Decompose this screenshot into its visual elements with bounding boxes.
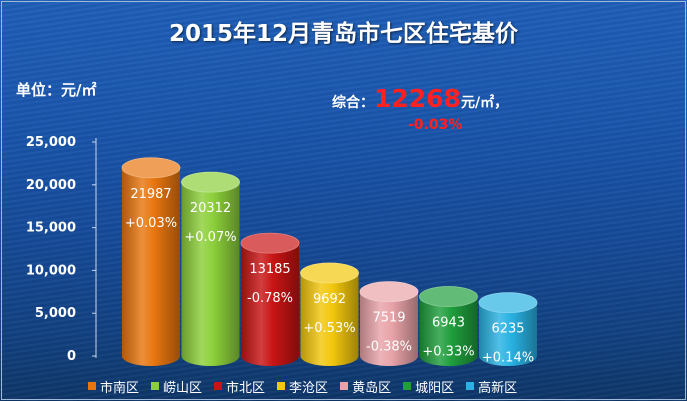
- bar-change-label: -0.78%: [247, 291, 293, 306]
- legend-item: 市北区: [214, 377, 265, 396]
- composite-value: 12268: [374, 84, 461, 113]
- bar: [419, 296, 478, 367]
- legend-swatch: [214, 382, 223, 390]
- bar: [241, 243, 299, 366]
- composite-change: -0.03%: [408, 117, 463, 133]
- legend-swatch: [277, 382, 286, 390]
- chart-legend: 市南区 崂山区 市北区 李沧区 黄岛区 城阳区 高新区: [88, 376, 648, 396]
- legend-label: 黄岛区: [352, 380, 392, 396]
- chart-title: 2015年12月青岛市七区住宅基价: [168, 21, 519, 47]
- legend-item: 高新区: [466, 377, 517, 396]
- legend-label: 市南区: [100, 380, 140, 396]
- bar-top: [240, 232, 300, 254]
- bar: [300, 273, 359, 367]
- bar-top: [419, 286, 478, 307]
- y-tick-label: 15,000: [26, 221, 76, 236]
- bar-value-label: 6943: [432, 316, 465, 331]
- y-tick-label: 5,000: [35, 306, 76, 321]
- legend-label: 李沧区: [289, 380, 329, 396]
- legend-label: 市北区: [226, 380, 266, 396]
- bar-value-label: 13185: [249, 262, 290, 277]
- bar-top: [181, 171, 240, 193]
- y-tick-label: 20,000: [26, 178, 76, 193]
- legend-item: 李沧区: [277, 377, 328, 396]
- composite-unit: 元/㎡，: [460, 95, 509, 111]
- bar-top: [300, 262, 359, 284]
- legend-item: 市南区: [88, 377, 139, 396]
- legend-label: 崂山区: [163, 380, 203, 396]
- bar: [181, 182, 240, 366]
- legend-label: 高新区: [478, 380, 518, 396]
- unit-label: 单位：元/㎡: [16, 81, 97, 99]
- legend-swatch: [403, 382, 412, 390]
- composite-price: 综合：12268元/㎡，: [332, 84, 572, 113]
- bar-change-label: +0.03%: [125, 216, 177, 231]
- bar-value-label: 6235: [491, 322, 524, 337]
- legend-swatch: [340, 382, 349, 390]
- bar-value-label: 9692: [313, 292, 346, 307]
- y-tick-label: 25,000: [26, 135, 76, 150]
- bar-top: [359, 281, 419, 303]
- bar-change-label: +0.07%: [184, 230, 236, 245]
- bar-change-label: +0.53%: [303, 321, 355, 336]
- legend-item: 崂山区: [151, 377, 202, 396]
- legend-swatch: [466, 382, 475, 390]
- y-tick-label: 0: [67, 349, 76, 364]
- bar: [360, 291, 418, 366]
- y-tick-label: 10,000: [26, 263, 76, 278]
- bar-value-label: 20312: [190, 201, 231, 216]
- bar: [122, 167, 180, 366]
- legend-swatch: [151, 382, 160, 390]
- composite-label: 综合：: [332, 95, 374, 111]
- bar: [479, 302, 537, 366]
- bar-top: [121, 157, 181, 179]
- legend-item: 城阳区: [403, 377, 454, 396]
- bar-change-label: +0.33%: [422, 345, 474, 360]
- bar-top: [478, 292, 538, 314]
- legend-item: 黄岛区: [340, 377, 391, 396]
- bar-value-label: 7519: [372, 311, 405, 326]
- bar-change-label: -0.38%: [366, 340, 412, 355]
- legend-label: 城阳区: [415, 380, 455, 396]
- bar-value-label: 21987: [130, 187, 171, 202]
- bar-change-label: +0.14%: [482, 351, 534, 366]
- legend-swatch: [88, 382, 96, 390]
